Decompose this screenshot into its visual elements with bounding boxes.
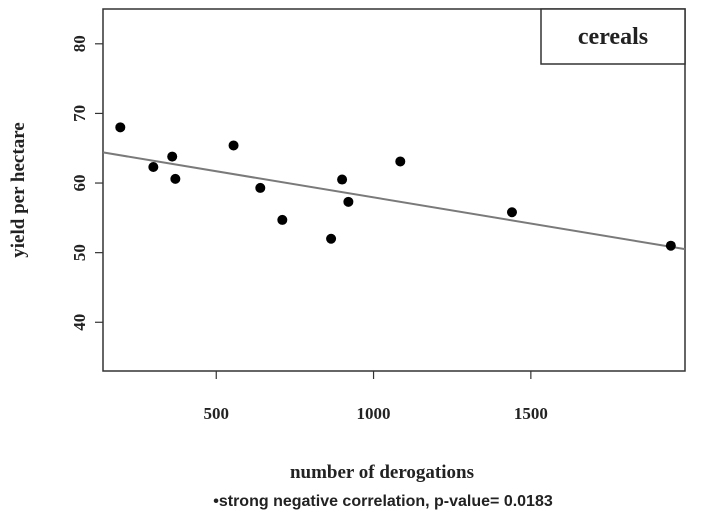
data-point: [337, 174, 348, 185]
data-point: [148, 162, 159, 173]
data-point: [506, 207, 517, 218]
x-tick-label: 500: [204, 404, 230, 423]
legend-label: cereals: [578, 24, 648, 50]
data-point: [665, 240, 676, 251]
data-point: [326, 233, 337, 244]
data-point: [343, 196, 354, 207]
plot-frame: [102, 8, 686, 372]
correlation-note: •strong negative correlation, p-value= 0…: [213, 493, 553, 510]
points-layer: [115, 122, 676, 251]
legend: cereals: [540, 8, 686, 65]
data-point: [170, 173, 181, 184]
y-tick-label: 40: [70, 314, 89, 331]
trendline-layer: [102, 151, 686, 251]
y-tick-label: 60: [70, 175, 89, 192]
data-point: [255, 182, 266, 193]
legend-box: [540, 8, 686, 65]
x-axis: 500 1000 1500: [204, 371, 548, 423]
regression-line: [102, 151, 686, 251]
y-axis: 40 50 60 70 80: [70, 35, 103, 331]
y-tick-label: 80: [70, 35, 89, 52]
data-point: [115, 122, 126, 133]
y-tick-label: 50: [70, 244, 89, 261]
data-point: [395, 156, 406, 167]
x-axis-label: number of derogations: [290, 462, 474, 483]
x-tick-label: 1000: [357, 404, 391, 423]
data-point: [228, 140, 239, 151]
x-tick-label: 1500: [514, 404, 548, 423]
data-point: [277, 214, 288, 225]
y-tick-label: 70: [70, 105, 89, 122]
data-point: [167, 151, 178, 162]
y-axis-label: yield per hectare: [8, 122, 29, 257]
